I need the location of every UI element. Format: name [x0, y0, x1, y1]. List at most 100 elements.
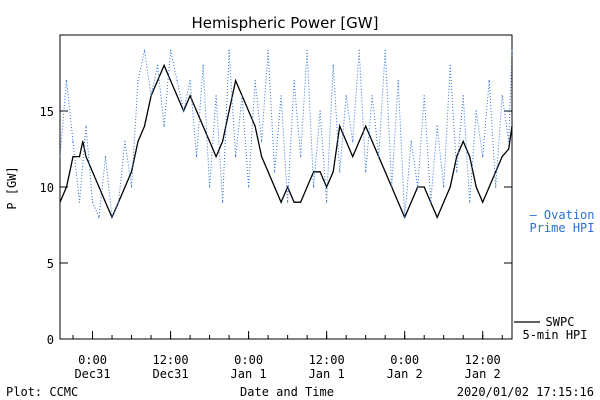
- swpc-point-71: [508, 148, 510, 150]
- ovation-point-9: [117, 201, 120, 203]
- ovation-point-5: [91, 201, 94, 203]
- y-tick-label-10: 10: [40, 181, 54, 195]
- ovation-point-3: [78, 201, 81, 203]
- swpc-point-45: [339, 125, 341, 127]
- y-axis-label: P [GW]: [5, 166, 19, 209]
- y-axis-ticks: 0 5 10 15: [40, 105, 512, 347]
- ovation-point-31: [261, 140, 263, 142]
- ovation-point-55: [417, 186, 419, 188]
- ovation-point-57: [430, 201, 432, 203]
- ovation-point-42: [332, 64, 334, 66]
- ovation-point-13: [143, 49, 146, 51]
- ovation-point-52: [397, 80, 399, 82]
- swpc-point-69: [495, 171, 497, 173]
- ovation-point-11: [130, 186, 133, 188]
- ovation-point-4: [85, 125, 87, 127]
- swpc-point-62: [449, 186, 451, 188]
- ovation-point-44: [345, 95, 347, 97]
- ovation-point-45: [352, 140, 354, 142]
- footer-x-axis-title: Date and Time: [240, 385, 334, 399]
- ovation-point-46: [358, 49, 360, 51]
- x-tick-label-time-0: 0:00: [78, 353, 107, 367]
- ovation-point-15: [157, 64, 159, 66]
- swpc-point-28: [228, 110, 230, 112]
- swpc-point-3: [72, 156, 74, 158]
- ovation-point-36: [293, 80, 295, 82]
- swpc-point-19: [170, 80, 172, 82]
- swpc-point-41: [313, 171, 315, 173]
- ovation-point-38: [306, 49, 308, 51]
- ovation-point-34: [280, 95, 282, 97]
- x-tick-label-date-5: Jan 2: [465, 367, 501, 381]
- swpc-point-49: [365, 125, 367, 127]
- legend-swpc-line2: 5-min HPI: [522, 328, 587, 342]
- swpc-point-9: [104, 201, 107, 203]
- legend-swpc: SWPC 5-min HPI: [514, 315, 588, 342]
- swpc-point-40: [306, 186, 308, 188]
- ovation-point-18: [176, 80, 178, 82]
- swpc-point-22: [189, 95, 191, 97]
- ovation-point-65: [482, 156, 484, 158]
- swpc-point-1: [65, 186, 68, 188]
- swpc-point-13: [130, 171, 133, 173]
- ovation-point-43: [339, 171, 341, 173]
- swpc-point-32: [254, 125, 256, 127]
- swpc-point-35: [274, 186, 276, 188]
- x-tick-label-time-1: 12:00: [152, 353, 188, 367]
- ovation-point-40: [319, 110, 321, 112]
- ovation-point-50: [384, 49, 386, 51]
- x-tick-label-date-2: Jan 1: [231, 367, 267, 381]
- swpc-point-63: [456, 156, 458, 158]
- ovation-point-16: [163, 125, 165, 127]
- swpc-point-15: [143, 125, 146, 127]
- x-tick-label-date-4: Jan 2: [387, 367, 423, 381]
- ovation-point-23: [209, 186, 211, 188]
- ovation-point-61: [456, 171, 458, 173]
- ovation-point-20: [189, 80, 191, 82]
- ovation-point-33: [274, 171, 276, 173]
- legend-ovation-line2: Prime HPI: [529, 221, 594, 235]
- swpc-point-14: [137, 140, 139, 142]
- swpc-point-48: [358, 140, 360, 142]
- legend-ovation: — Ovation Prime HPI: [529, 208, 594, 235]
- ovation-point-8: [111, 216, 113, 218]
- chart-title: Hemispheric Power [GW]: [192, 14, 379, 32]
- swpc-point-18: [163, 64, 165, 66]
- y-tick-label-0: 0: [47, 333, 54, 347]
- swpc-point-12: [124, 186, 126, 188]
- swpc-point-37: [287, 186, 289, 188]
- swpc-point-20: [176, 95, 178, 97]
- ovation-point-37: [300, 156, 302, 158]
- ovation-point-35: [287, 201, 289, 203]
- ovation-point-62: [462, 95, 464, 97]
- x-tick-label-date-0: Dec31: [74, 367, 110, 381]
- swpc-point-29: [235, 80, 237, 82]
- ovation-point-2: [72, 140, 74, 142]
- ovation-point-67: [495, 186, 497, 188]
- series-line-ovation: [59, 50, 513, 220]
- swpc-point-7: [91, 171, 94, 173]
- swpc-point-54: [397, 201, 399, 203]
- x-tick-label-time-5: 12:00: [465, 353, 501, 367]
- ovation-point-51: [391, 186, 393, 188]
- ovation-point-26: [228, 49, 230, 51]
- ovation-point-70: [511, 49, 513, 51]
- ovation-point-22: [202, 64, 204, 66]
- swpc-point-70: [501, 156, 503, 158]
- swpc-point-4: [78, 156, 81, 158]
- legend-ovation-line1: — Ovation: [529, 208, 594, 222]
- x-tick-label-date-3: Jan 1: [309, 367, 345, 381]
- swpc-point-64: [462, 140, 464, 142]
- ovation-point-48: [371, 95, 373, 97]
- ovation-point-27: [235, 156, 237, 158]
- legend-swpc-line1: SWPC: [546, 315, 575, 329]
- ovation-point-47: [365, 171, 367, 173]
- ovation-point-21: [196, 156, 198, 158]
- swpc-point-52: [384, 171, 386, 173]
- ovation-point-1: [65, 80, 68, 82]
- ovation-point-58: [436, 125, 438, 127]
- ovation-point-10: [124, 140, 126, 142]
- swpc-point-33: [261, 156, 263, 158]
- swpc-point-60: [436, 216, 438, 218]
- ovation-point-69: [508, 140, 510, 142]
